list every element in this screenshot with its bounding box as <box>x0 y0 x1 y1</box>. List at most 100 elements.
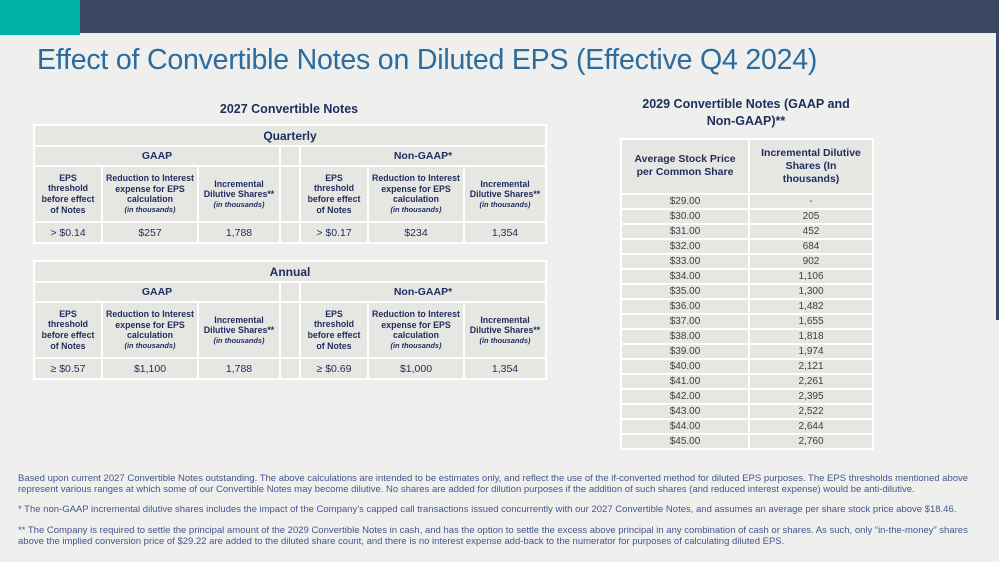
dilutive-shares-cell: 2,395 <box>748 387 874 405</box>
spacer-cell <box>279 221 301 244</box>
table-row: $43.00 2,522 <box>620 402 874 420</box>
dilutive-shares-cell: 205 <box>748 207 874 225</box>
table-2029-body: $29.00- $30.00 205 $31.00 452 $32.00 684 $33.00… <box>620 192 874 450</box>
table-row: $41.00 2,261 <box>620 372 874 390</box>
top-bar <box>0 0 999 33</box>
table-row: $38.00 1,818 <box>620 327 874 345</box>
stock-price-cell: $42.00 <box>620 387 750 405</box>
col-header-eps-threshold: EPS threshold before effect of Notes <box>33 165 103 223</box>
col-header-incremental-shares: Incremental Dilutive Shares** (in thousan… <box>197 301 281 359</box>
quarterly-table: Quarterly GAAP Non-GAAP* EPS threshold b… <box>32 124 548 244</box>
table-2029-title: 2029 Convertible Notes (GAAP and Non-GAA… <box>642 97 850 128</box>
stock-price-cell: $45.00 <box>620 432 750 450</box>
table-row: $29.00- <box>620 192 874 210</box>
annual-gaap-eps: ≥ $0.57 <box>33 357 103 380</box>
dilutive-shares-cell: 1,818 <box>748 327 874 345</box>
stock-price-cell: $34.00 <box>620 267 750 285</box>
section-2029-notes: 2029 Convertible Notes (GAAP and Non-GAA… <box>620 96 874 450</box>
stock-price-cell: $43.00 <box>620 402 750 420</box>
stock-price-cell: $35.00 <box>620 282 750 300</box>
table-row: $32.00 684 <box>620 237 874 255</box>
annual-table: Annual GAAP Non-GAAP* EPS threshold befo… <box>32 260 548 380</box>
footnote-single-asterisk: * The non-GAAP incremental dilutive shar… <box>18 504 957 516</box>
col-header-eps-threshold: EPS threshold before effect of Notes <box>299 165 369 223</box>
col-header-interest-reduction: Reduction to Interest expense for EPS ca… <box>367 165 465 223</box>
spacer-cell <box>279 165 301 223</box>
table-2029: Average Stock Price per Common Share Inc… <box>620 137 874 450</box>
col-header-dilutive-shares: Incremental Dilutive Shares (In thousand… <box>748 137 874 195</box>
table-row: $40.00 2,121 <box>620 357 874 375</box>
table-row: $31.00 452 <box>620 222 874 240</box>
stock-price-cell: $44.00 <box>620 417 750 435</box>
col-header-incremental-shares: Incremental Dilutive Shares** (in thousan… <box>462 301 548 359</box>
stock-price-cell: $33.00 <box>620 252 750 270</box>
dilutive-shares-cell: 1,974 <box>748 342 874 360</box>
stock-price-cell: $38.00 <box>620 327 750 345</box>
dilutive-shares-cell: 2,760 <box>748 432 874 450</box>
dilutive-shares-cell: 2,644 <box>748 417 874 435</box>
table-row: $45.00 2,760 <box>620 432 874 450</box>
quarterly-nongaap-reduction: $234 <box>367 221 465 244</box>
col-header-eps-threshold: EPS threshold before effect of Notes <box>299 301 369 359</box>
stock-price-cell: $41.00 <box>620 372 750 390</box>
spacer-cell <box>279 301 301 359</box>
table-row: $36.00 1,482 <box>620 297 874 315</box>
period-header-quarterly: Quarterly <box>32 124 548 147</box>
dilutive-shares-cell: 2,522 <box>748 402 874 420</box>
quarterly-gaap-incremental: 1,788 <box>197 221 281 244</box>
table-row: $44.00 2,644 <box>620 417 874 435</box>
annual-nongaap-eps: ≥ $0.69 <box>299 357 369 380</box>
col-header-incremental-shares: Incremental Dilutive Shares** (in thousan… <box>462 165 548 223</box>
footnotes: Based upon current 2027 Convertible Note… <box>18 473 981 556</box>
spacer-cell <box>279 145 301 167</box>
table-row: $33.00 902 <box>620 252 874 270</box>
annual-nongaap-reduction: $1,000 <box>367 357 465 380</box>
table-row: $30.00 205 <box>620 207 874 225</box>
col-header-interest-reduction: Reduction to Interest expense for EPS ca… <box>101 301 199 359</box>
col-header-stock-price: Average Stock Price per Common Share <box>620 137 750 195</box>
stock-price-cell: $29.00 <box>620 192 750 210</box>
table-row: $39.00 1,974 <box>620 342 874 360</box>
dilutive-shares-cell: 1,300 <box>748 282 874 300</box>
stock-price-cell: $36.00 <box>620 297 750 315</box>
page-title: Effect of Convertible Notes on Diluted E… <box>37 44 818 76</box>
spacer-cell <box>279 357 301 380</box>
gaap-group-header: GAAP <box>33 145 281 167</box>
dilutive-shares-cell: 1,655 <box>748 312 874 330</box>
stock-price-cell: $40.00 <box>620 357 750 375</box>
dilutive-shares-cell: 684 <box>748 237 874 255</box>
period-header-annual: Annual <box>32 260 548 283</box>
non-gaap-group-header: Non-GAAP* <box>298 145 548 167</box>
dilutive-shares-cell: 902 <box>748 252 874 270</box>
annual-nongaap-incremental: 1,354 <box>462 357 548 380</box>
dilutive-shares-cell: 452 <box>748 222 874 240</box>
stock-price-cell: $30.00 <box>620 207 750 225</box>
dilutive-shares-cell: 2,261 <box>748 372 874 390</box>
col-header-interest-reduction: Reduction to Interest expense for EPS ca… <box>101 165 199 223</box>
stock-price-cell: $37.00 <box>620 312 750 330</box>
annual-gaap-reduction: $1,100 <box>101 357 199 380</box>
table-row: $37.00 1,655 <box>620 312 874 330</box>
dilutive-shares-cell: 2,121 <box>748 357 874 375</box>
col-header-interest-reduction: Reduction to Interest expense for EPS ca… <box>367 301 465 359</box>
stock-price-cell: $31.00 <box>620 222 750 240</box>
quarterly-gaap-reduction: $257 <box>101 221 199 244</box>
table-2027-title: 2027 Convertible Notes <box>219 102 359 116</box>
quarterly-nongaap-incremental: 1,354 <box>462 221 548 244</box>
dilutive-shares-cell: 1,106 <box>748 267 874 285</box>
table-row: $42.00 2,395 <box>620 387 874 405</box>
section-2027-notes: 2027 Convertible Notes Quarterly GAAP No… <box>32 102 548 396</box>
stock-price-cell: $32.00 <box>620 237 750 255</box>
table-row: $35.00 1,300 <box>620 282 874 300</box>
table-row: $34.00 1,106 <box>620 267 874 285</box>
quarterly-gaap-eps: > $0.14 <box>33 221 103 244</box>
col-header-eps-threshold: EPS threshold before effect of Notes <box>33 301 103 359</box>
footnote-double-asterisk: ** The Company is required to settle the… <box>18 524 968 547</box>
dilutive-shares-cell: - <box>748 192 874 210</box>
footnote-base: Based upon current 2027 Convertible Note… <box>18 473 969 496</box>
gaap-group-header: GAAP <box>33 281 281 303</box>
teal-accent-block <box>0 0 80 35</box>
spacer-cell <box>279 281 301 303</box>
annual-gaap-incremental: 1,788 <box>197 357 281 380</box>
